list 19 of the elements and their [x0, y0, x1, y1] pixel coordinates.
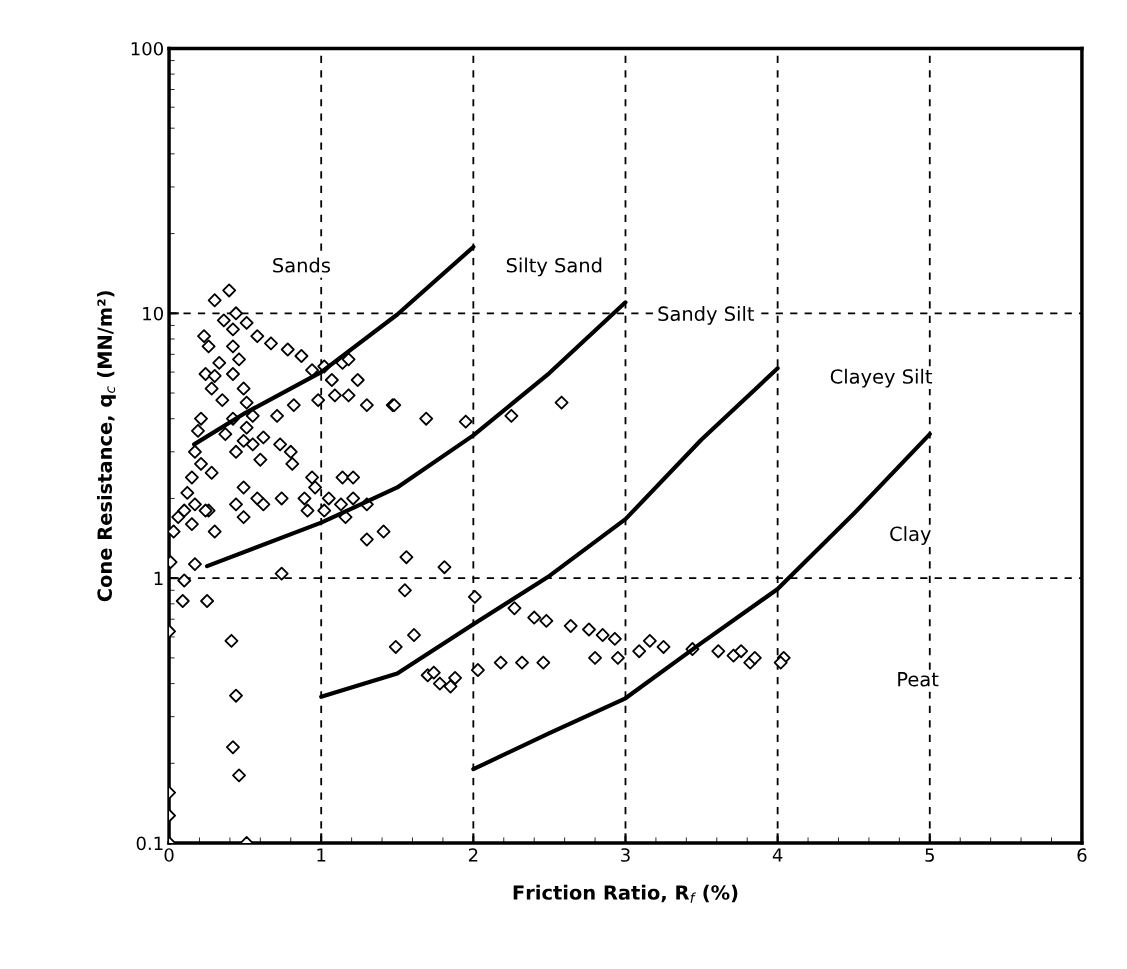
x-tick-label: 1 — [317, 848, 326, 862]
y-tick-label: 1 — [154, 571, 163, 586]
x-tick-label: 4 — [772, 848, 783, 862]
x-tick-label: 2 — [468, 848, 478, 862]
x-tick-label: 5 — [925, 848, 934, 862]
y-axis-title: Cone Resistance, q$_{c}$ (MN/m²) — [96, 291, 116, 602]
annotation: Clay — [890, 526, 931, 545]
annotation: Silty Sand — [506, 257, 602, 277]
annotation: Sandy Silt — [658, 306, 755, 325]
x-tick-label: 0 — [164, 848, 174, 862]
x-axis-title: Friction Ratio, R$_{f}$ (%) — [513, 884, 738, 903]
annotation: Sands — [273, 257, 330, 273]
annotation: Peat — [898, 672, 939, 687]
x-tick-label: 6 — [1077, 848, 1087, 862]
y-tick-label: 100 — [131, 41, 163, 56]
x-tick-label: 3 — [621, 848, 630, 862]
y-tick-label: 0.1 — [136, 836, 163, 851]
y-tick-label: 10 — [143, 306, 163, 321]
annotation: Clayey Silt — [830, 368, 933, 388]
